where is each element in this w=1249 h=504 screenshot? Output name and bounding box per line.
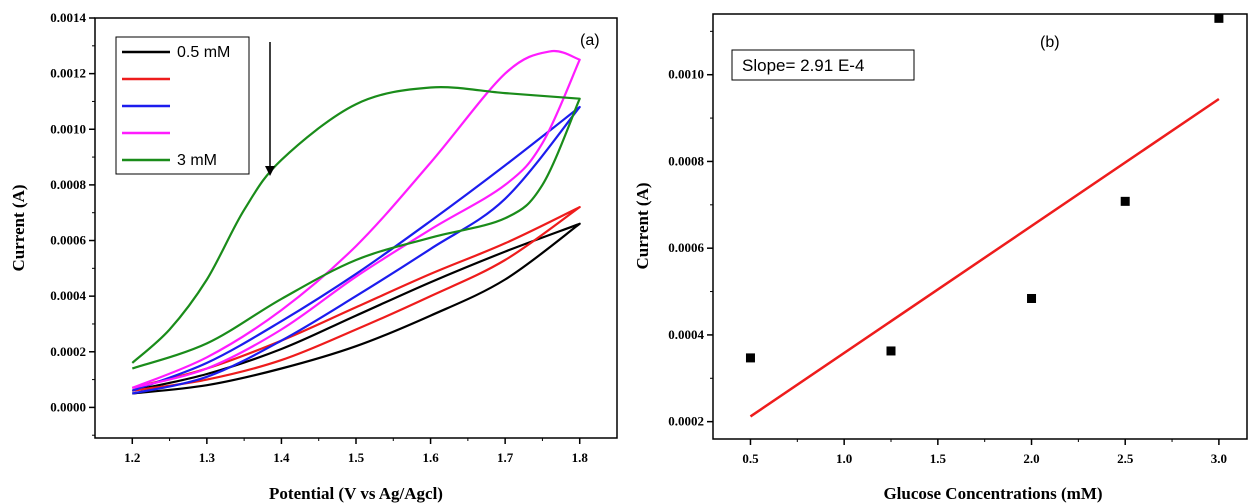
y-tick-label-a: 0.0008	[50, 177, 86, 192]
cv-curve-4	[131, 86, 581, 370]
panel-label-a: (a)	[580, 32, 600, 49]
slope-label: Slope= 2.91 E-4	[742, 56, 864, 75]
y-tick-label-a: 0.0014	[50, 10, 86, 25]
cv-curve-3	[131, 49, 581, 389]
arrow-head	[265, 166, 275, 176]
data-point	[1027, 293, 1037, 303]
y-tick-label-a: 0.0006	[50, 233, 86, 248]
x-tick-label-a: 1.6	[422, 450, 439, 465]
legend-label-4: 3 mM	[177, 152, 217, 169]
y-tick-label-b: 0.0004	[668, 327, 704, 342]
panel-label-b: (b)	[1040, 34, 1060, 51]
y-tick-label-a: 0.0010	[50, 121, 86, 136]
y-tick-label-b: 0.0002	[668, 414, 704, 429]
x-tick-label-a: 1.3	[199, 450, 216, 465]
x-tick-label-b: 2.0	[1023, 451, 1039, 466]
panel-b: 0.5 1.0 1.5 2.0 2.5 3.0 0.0002 0.0004 0.0006 0.00…	[633, 13, 1248, 503]
x-tick-label-b: 2.5	[1117, 451, 1134, 466]
x-tick-label-a: 1.2	[124, 450, 140, 465]
plot-frame-b	[712, 13, 1248, 440]
x-tick-label-b: 1.5	[930, 451, 947, 466]
x-tick-label-b: 1.0	[836, 451, 852, 466]
y-tick-label-a: 0.0012	[50, 66, 86, 81]
y-axis-title-b: Current (A)	[633, 182, 652, 269]
data-point	[1120, 196, 1130, 206]
x-axis-title-a: Potential (V vs Ag/Agcl)	[269, 484, 443, 503]
cv-curve-2	[131, 105, 581, 395]
y-tick-label-b: 0.0006	[668, 240, 704, 255]
slope-box	[731, 49, 915, 81]
y-tick-label-a: 0.0000	[50, 399, 86, 414]
legend-label-0: 0.5 mM	[177, 44, 230, 61]
y-tick-label-b: 0.0008	[668, 153, 704, 168]
data-point	[886, 346, 896, 356]
cv-curve-1	[132, 206, 581, 392]
x-tick-label-a: 1.7	[497, 450, 514, 465]
y-tick-label-a: 0.0002	[50, 344, 86, 359]
y-tick-label-a: 0.0004	[50, 288, 86, 303]
x-tick-label-b: 3.0	[1211, 451, 1227, 466]
x-tick-label-a: 1.5	[348, 450, 365, 465]
data-point	[1214, 13, 1224, 23]
x-axis-title-b: Glucose Concentrations (mM)	[883, 484, 1102, 503]
cv-curve-0	[132, 222, 581, 395]
y-tick-label-b: 0.0010	[668, 67, 704, 82]
x-tick-label-b: 0.5	[742, 451, 759, 466]
data-point	[745, 353, 755, 363]
x-tick-label-a: 1.4	[273, 450, 290, 465]
y-axis-title-a: Current (A)	[9, 184, 28, 271]
fit-line	[749, 97, 1220, 418]
x-tick-label-a: 1.8	[572, 450, 589, 465]
panel-a: 1.2 1.3 1.4 1.5 1.6 1.7 1.8 0.0000 0.0002 0.0004 0…	[9, 10, 618, 503]
